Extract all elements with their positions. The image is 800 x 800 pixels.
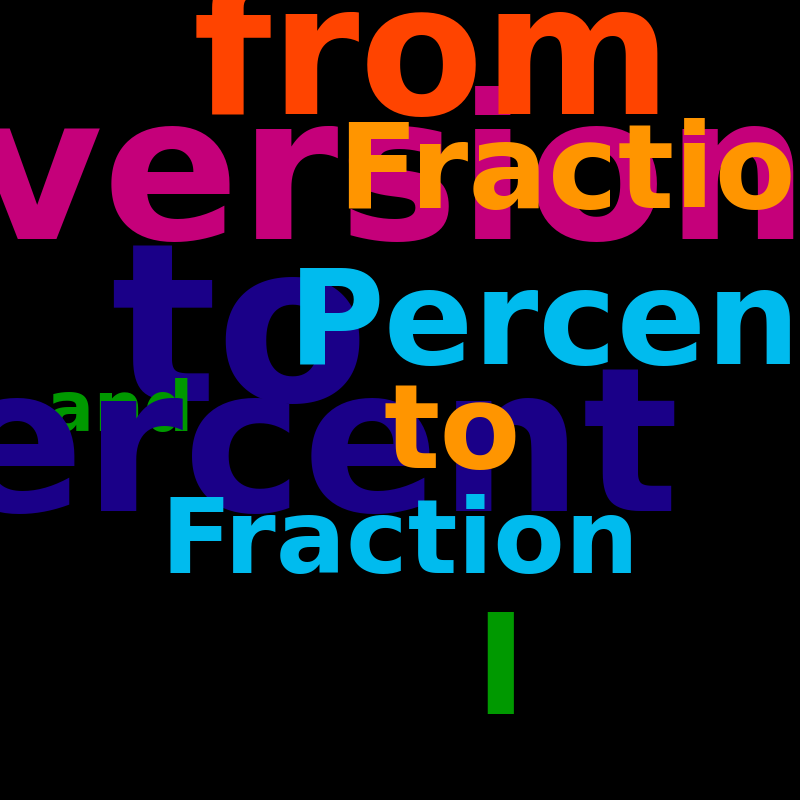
Text: Conversion: Conversion (0, 86, 800, 282)
Text: Percent: Percent (288, 265, 800, 391)
Text: Fraction: Fraction (161, 494, 639, 594)
Text: Percent: Percent (0, 358, 679, 554)
Text: to: to (110, 233, 370, 447)
Text: and: and (47, 378, 193, 446)
Text: I: I (474, 609, 526, 743)
Text: to: to (383, 378, 521, 494)
Text: from: from (192, 0, 672, 152)
Text: Fraction: Fraction (337, 118, 800, 234)
